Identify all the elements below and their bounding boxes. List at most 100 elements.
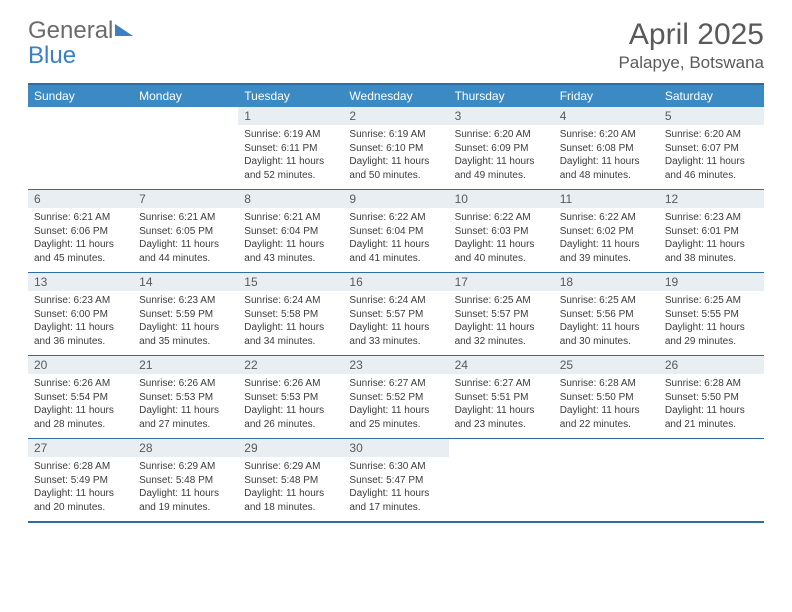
day-number: 13 [28,273,133,291]
daylight-text: Daylight: 11 hours and 49 minutes. [455,155,548,182]
sunrise-text: Sunrise: 6:29 AM [139,460,232,474]
brand-part1: General [28,17,113,44]
day-body: Sunrise: 6:30 AMSunset: 5:47 PMDaylight:… [343,457,448,519]
sunset-text: Sunset: 5:59 PM [139,308,232,322]
daylight-text: Daylight: 11 hours and 36 minutes. [34,321,127,348]
day-number: 9 [343,190,448,208]
day-number: 20 [28,356,133,374]
day-cell: 24Sunrise: 6:27 AMSunset: 5:51 PMDayligh… [449,356,554,438]
day-cell: 1Sunrise: 6:19 AMSunset: 6:11 PMDaylight… [238,107,343,189]
week-row: 20Sunrise: 6:26 AMSunset: 5:54 PMDayligh… [28,356,764,439]
daylight-text: Daylight: 11 hours and 52 minutes. [244,155,337,182]
dow-tuesday: Tuesday [238,85,343,107]
sunset-text: Sunset: 6:11 PM [244,142,337,156]
sunset-text: Sunset: 6:03 PM [455,225,548,239]
sunrise-text: Sunrise: 6:26 AM [34,377,127,391]
daylight-text: Daylight: 11 hours and 40 minutes. [455,238,548,265]
sunrise-text: Sunrise: 6:19 AM [349,128,442,142]
sunset-text: Sunset: 5:50 PM [665,391,758,405]
daylight-text: Daylight: 11 hours and 17 minutes. [349,487,442,514]
day-cell: 16Sunrise: 6:24 AMSunset: 5:57 PMDayligh… [343,273,448,355]
day-number: 27 [28,439,133,457]
daylight-text: Daylight: 11 hours and 34 minutes. [244,321,337,348]
day-number: 11 [554,190,659,208]
sunset-text: Sunset: 5:50 PM [560,391,653,405]
daylight-text: Daylight: 11 hours and 28 minutes. [34,404,127,431]
dow-friday: Friday [554,85,659,107]
day-cell: 6Sunrise: 6:21 AMSunset: 6:06 PMDaylight… [28,190,133,272]
sunset-text: Sunset: 5:51 PM [455,391,548,405]
daylight-text: Daylight: 11 hours and 26 minutes. [244,404,337,431]
dow-wednesday: Wednesday [343,85,448,107]
day-body: Sunrise: 6:22 AMSunset: 6:04 PMDaylight:… [343,208,448,270]
brand-triangle-icon [115,24,133,36]
day-number: 12 [659,190,764,208]
day-number: 18 [554,273,659,291]
empty-cell: . [659,439,764,521]
day-body: Sunrise: 6:29 AMSunset: 5:48 PMDaylight:… [133,457,238,519]
day-cell: 11Sunrise: 6:22 AMSunset: 6:02 PMDayligh… [554,190,659,272]
day-body: Sunrise: 6:25 AMSunset: 5:56 PMDaylight:… [554,291,659,353]
week-row: 27Sunrise: 6:28 AMSunset: 5:49 PMDayligh… [28,439,764,521]
sunrise-text: Sunrise: 6:27 AM [349,377,442,391]
day-cell: 2Sunrise: 6:19 AMSunset: 6:10 PMDaylight… [343,107,448,189]
day-cell: 10Sunrise: 6:22 AMSunset: 6:03 PMDayligh… [449,190,554,272]
sunset-text: Sunset: 5:57 PM [349,308,442,322]
day-number: 19 [659,273,764,291]
day-number: 29 [238,439,343,457]
daylight-text: Daylight: 11 hours and 35 minutes. [139,321,232,348]
day-number: 17 [449,273,554,291]
daylight-text: Daylight: 11 hours and 46 minutes. [665,155,758,182]
daylight-text: Daylight: 11 hours and 33 minutes. [349,321,442,348]
daylight-text: Daylight: 11 hours and 43 minutes. [244,238,337,265]
sunrise-text: Sunrise: 6:25 AM [560,294,653,308]
day-number: 24 [449,356,554,374]
sunset-text: Sunset: 5:55 PM [665,308,758,322]
sunrise-text: Sunrise: 6:22 AM [455,211,548,225]
day-body: Sunrise: 6:27 AMSunset: 5:52 PMDaylight:… [343,374,448,436]
sunset-text: Sunset: 6:10 PM [349,142,442,156]
day-number: 26 [659,356,764,374]
daylight-text: Daylight: 11 hours and 41 minutes. [349,238,442,265]
day-cell: 20 Sunrise: 6:26 AMSunset: 5:54 PMDayligh… [28,356,133,438]
sunrise-text: Sunrise: 6:22 AM [560,211,653,225]
day-cell: 7Sunrise: 6:21 AMSunset: 6:05 PMDaylight… [133,190,238,272]
sunrise-text: Sunrise: 6:21 AM [139,211,232,225]
day-body: Sunrise: 6:24 AMSunset: 5:58 PMDaylight:… [238,291,343,353]
day-cell: 19Sunrise: 6:25 AMSunset: 5:55 PMDayligh… [659,273,764,355]
sunset-text: Sunset: 5:58 PM [244,308,337,322]
sunrise-text: Sunrise: 6:28 AM [560,377,653,391]
day-body: Sunrise: 6:19 AMSunset: 6:11 PMDaylight:… [238,125,343,187]
sunset-text: Sunset: 5:54 PM [34,391,127,405]
day-body: Sunrise: 6:23 AMSunset: 6:00 PMDaylight:… [28,291,133,353]
daylight-text: Daylight: 11 hours and 21 minutes. [665,404,758,431]
day-body: Sunrise: 6:20 AMSunset: 6:09 PMDaylight:… [449,125,554,187]
day-cell: 17Sunrise: 6:25 AMSunset: 5:57 PMDayligh… [449,273,554,355]
day-cell: 22Sunrise: 6:26 AMSunset: 5:53 PMDayligh… [238,356,343,438]
brand-part2: Blue [28,42,76,69]
day-number: 6 [28,190,133,208]
day-cell: 27Sunrise: 6:28 AMSunset: 5:49 PMDayligh… [28,439,133,521]
sunrise-text: Sunrise: 6:28 AM [665,377,758,391]
day-body: Sunrise: 6:21 AMSunset: 6:06 PMDaylight:… [28,208,133,270]
sunset-text: Sunset: 5:47 PM [349,474,442,488]
day-number: 3 [449,107,554,125]
day-body: Sunrise: 6:26 AMSunset: 5:53 PMDaylight:… [133,374,238,436]
daylight-text: Daylight: 11 hours and 45 minutes. [34,238,127,265]
day-body: Sunrise: 6:20 AMSunset: 6:08 PMDaylight:… [554,125,659,187]
day-number: 23 [343,356,448,374]
day-body: Sunrise: 6:27 AMSunset: 5:51 PMDaylight:… [449,374,554,436]
daylight-text: Daylight: 11 hours and 22 minutes. [560,404,653,431]
sunrise-text: Sunrise: 6:19 AM [244,128,337,142]
sunrise-text: Sunrise: 6:22 AM [349,211,442,225]
day-number: 2 [343,107,448,125]
day-cell: 23Sunrise: 6:27 AMSunset: 5:52 PMDayligh… [343,356,448,438]
daylight-text: Daylight: 11 hours and 20 minutes. [34,487,127,514]
day-body: Sunrise: 6:28 AMSunset: 5:50 PMDaylight:… [659,374,764,436]
dow-thursday: Thursday [449,85,554,107]
day-number: 14 [133,273,238,291]
day-body: Sunrise: 6:23 AMSunset: 6:01 PMDaylight:… [659,208,764,270]
day-body: Sunrise: 6:20 AMSunset: 6:07 PMDaylight:… [659,125,764,187]
daylight-text: Daylight: 11 hours and 32 minutes. [455,321,548,348]
title-month: April 2025 [618,18,764,51]
